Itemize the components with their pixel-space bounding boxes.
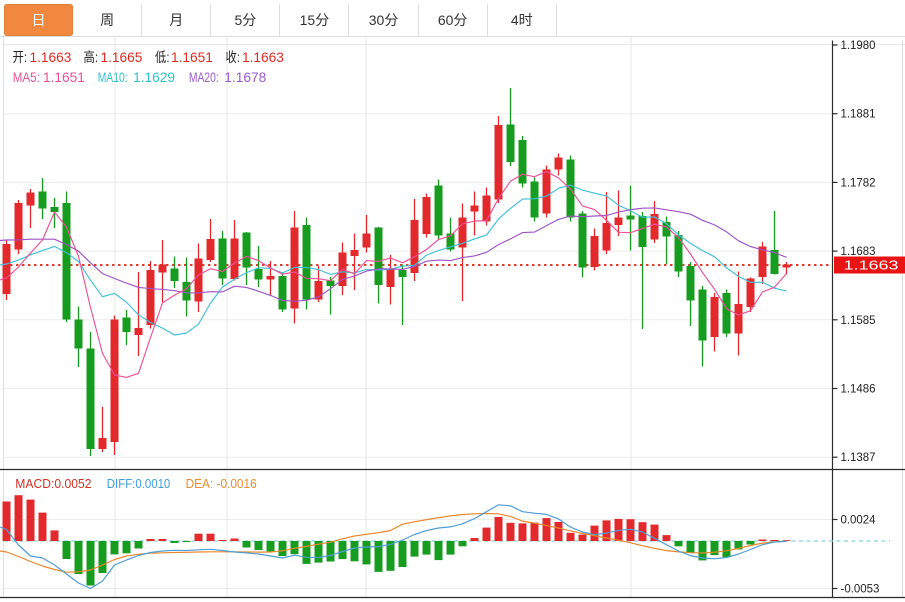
svg-text:DEA: -0.0016: DEA: -0.0016 — [186, 477, 257, 491]
svg-text:1.1663: 1.1663 — [30, 50, 72, 65]
svg-text:1.1387: 1.1387 — [841, 452, 876, 464]
svg-text:1.1683: 1.1683 — [841, 246, 876, 258]
svg-text:1.1629: 1.1629 — [133, 70, 175, 85]
svg-text:MA10:: MA10: — [98, 70, 128, 85]
svg-text:收:: 收: — [226, 50, 241, 65]
svg-text:MA5:: MA5: — [13, 70, 40, 85]
svg-text:开:: 开: — [13, 50, 28, 65]
svg-text:1.1881: 1.1881 — [841, 109, 876, 121]
svg-text:高:: 高: — [84, 49, 99, 65]
svg-text:1.1486: 1.1486 — [841, 384, 876, 396]
svg-text:-0.0053: -0.0053 — [841, 584, 880, 596]
svg-text:1.1585: 1.1585 — [841, 315, 876, 327]
svg-text:MACD:0.0052: MACD:0.0052 — [15, 477, 91, 491]
svg-text:1.1980: 1.1980 — [841, 40, 876, 52]
svg-text:MA20:: MA20: — [189, 70, 219, 85]
svg-text:1.1651: 1.1651 — [171, 50, 213, 65]
svg-text:1.1782: 1.1782 — [841, 177, 876, 189]
svg-text:1.1665: 1.1665 — [101, 50, 143, 65]
svg-text:0.0024: 0.0024 — [841, 515, 877, 527]
svg-text:1.1678: 1.1678 — [224, 70, 266, 85]
svg-text:1.1663: 1.1663 — [844, 259, 899, 273]
svg-text:1.1663: 1.1663 — [242, 50, 284, 65]
svg-text:低:: 低: — [155, 50, 170, 65]
svg-text:DIFF:0.0010: DIFF:0.0010 — [107, 477, 171, 491]
svg-text:1.1651: 1.1651 — [43, 70, 85, 85]
